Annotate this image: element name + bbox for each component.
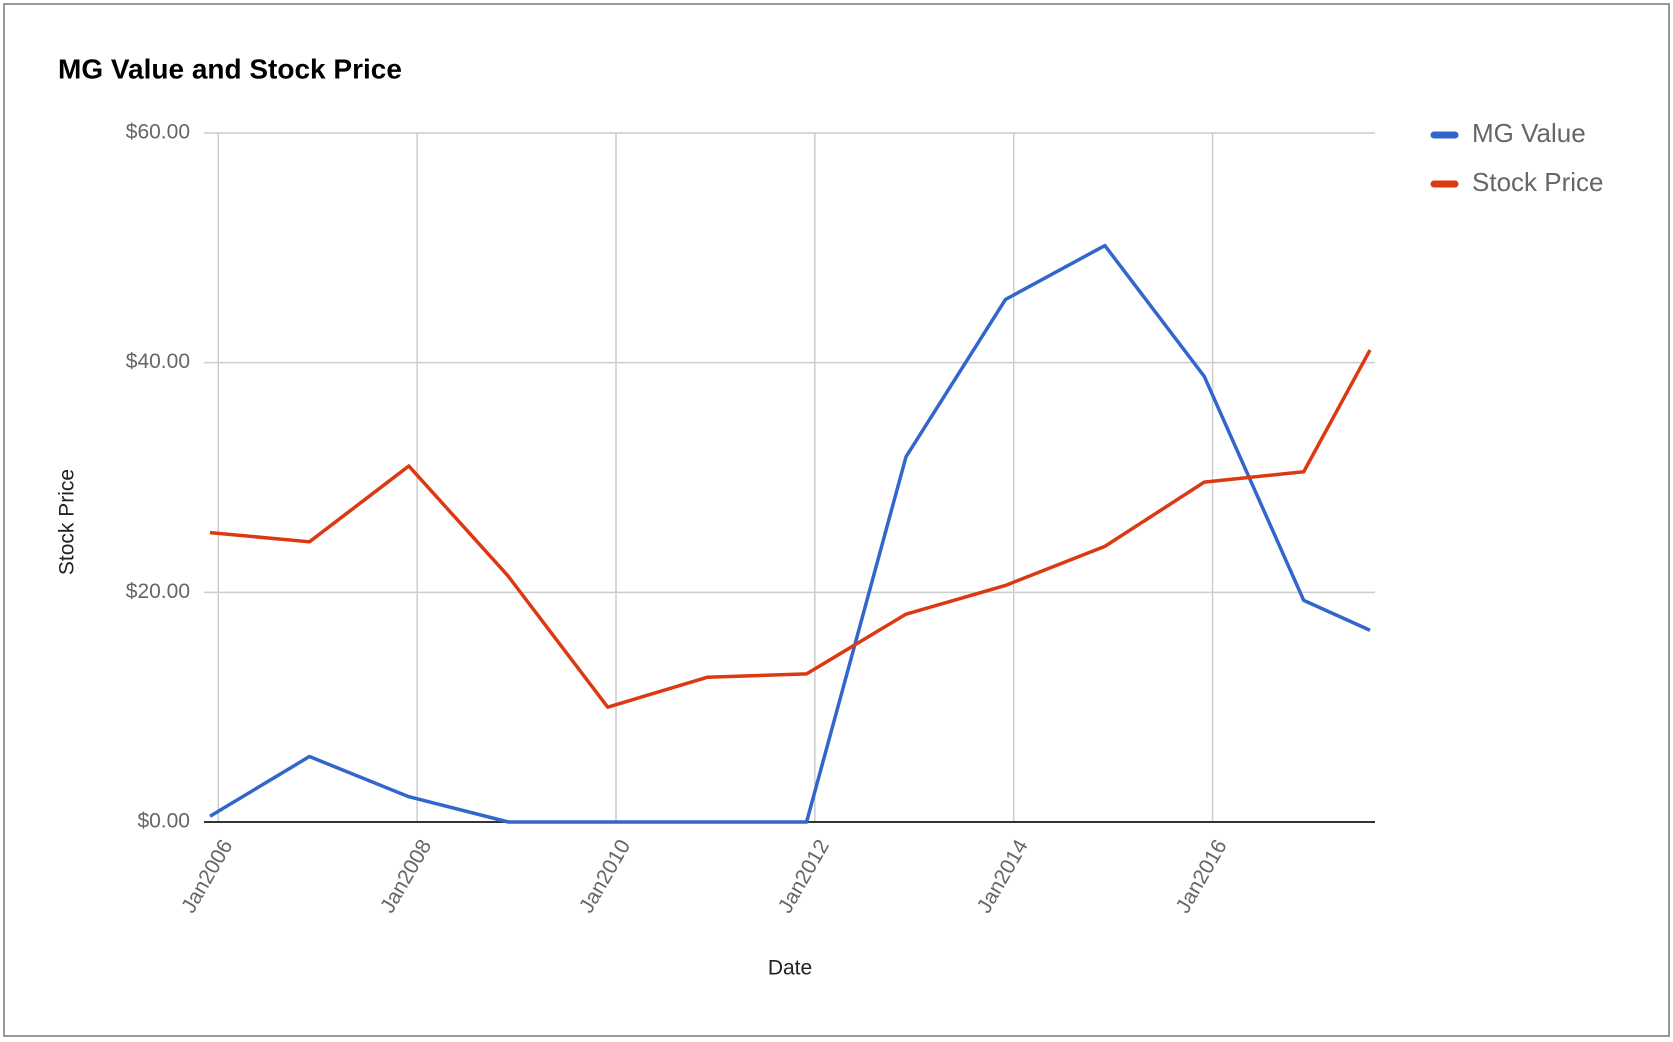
- y-tick-label: $20.00: [126, 580, 190, 603]
- data-line: [209, 349, 1372, 709]
- y-tick-label: $0.00: [137, 810, 190, 833]
- data-line: [209, 243, 1371, 824]
- y-tick-label: $40.00: [126, 350, 190, 373]
- y-axis-label: Stock Price: [56, 469, 79, 575]
- x-axis-label: Date: [768, 957, 812, 980]
- legend-label: MG Value: [1472, 118, 1586, 148]
- y-tick-label: $60.00: [126, 121, 190, 144]
- chart-frame: [3, 3, 1670, 1037]
- legend-label: Stock Price: [1472, 167, 1604, 197]
- chart-title: MG Value and Stock Price: [58, 53, 402, 84]
